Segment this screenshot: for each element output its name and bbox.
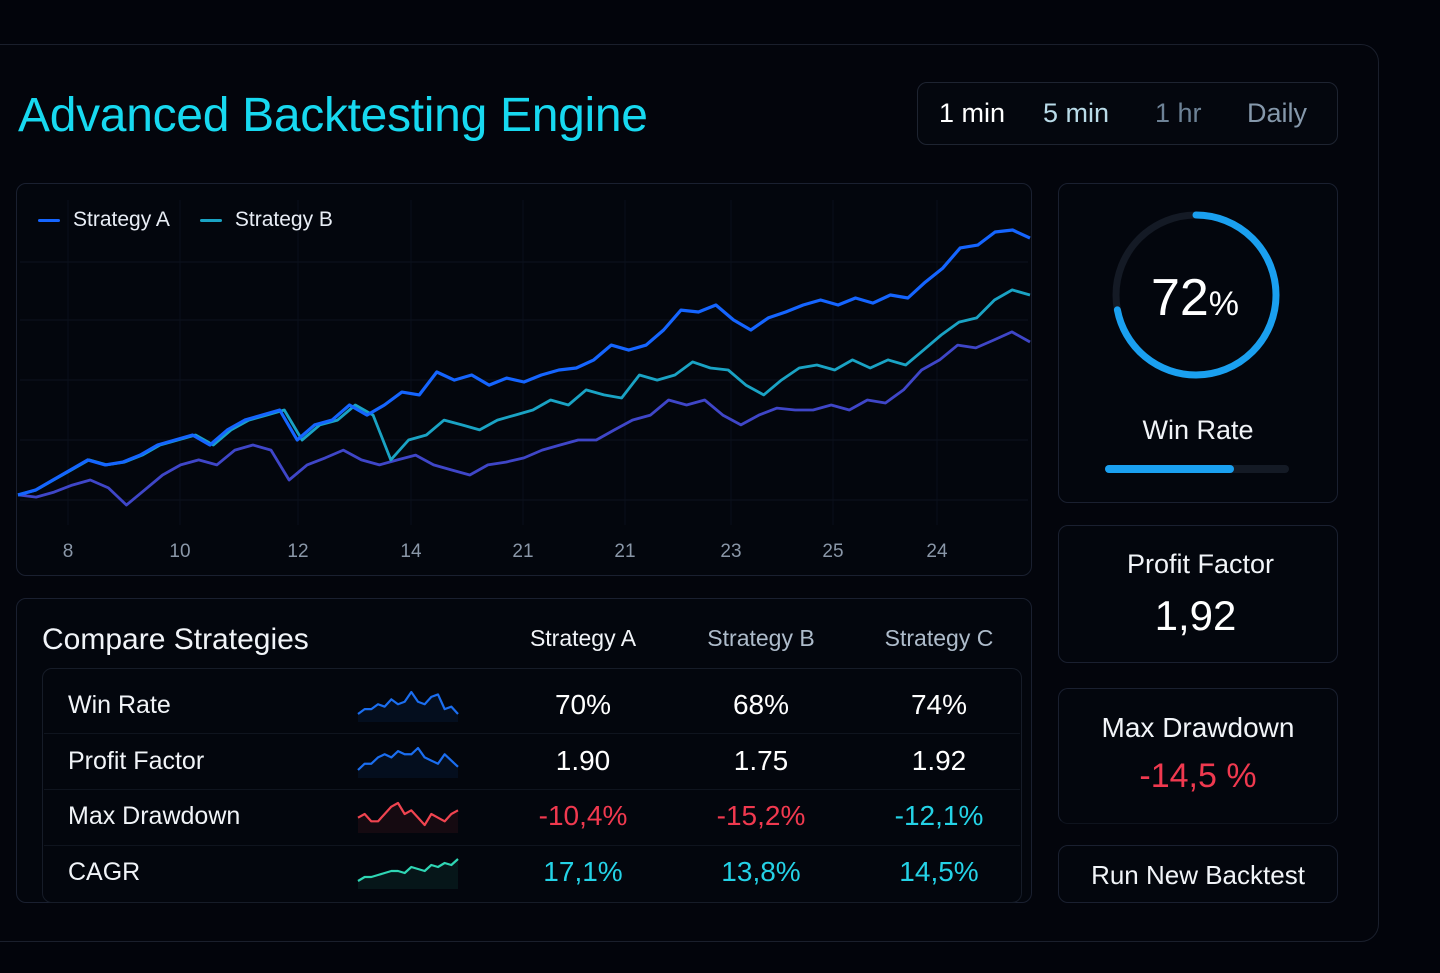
sparkline-area: [358, 692, 458, 722]
table-cell: 70%: [554, 689, 612, 720]
sparkline-line: [357, 801, 459, 827]
max-drawdown-card: [1058, 688, 1338, 824]
table-cell: -10,4%: [538, 800, 628, 831]
legend-item-strategy-a[interactable]: Strategy A: [38, 208, 170, 232]
sparkline: [357, 858, 459, 889]
table-cell: 1.90: [555, 745, 611, 776]
sparkline-line: [357, 858, 459, 882]
row-label: CAGR: [68, 858, 141, 886]
legend-label-strategy-b: Strategy B: [234, 208, 333, 231]
table-cell: -12,1%: [894, 800, 984, 831]
win-rate-value: 72%: [1105, 268, 1285, 328]
table-cell: 17,1%: [543, 856, 623, 887]
chart-legend: Strategy A Strategy B: [38, 208, 363, 232]
page-title: Advanced Backtesting Engine: [18, 89, 648, 142]
table-cell: 13,8%: [721, 856, 801, 887]
win-rate-progress-fill: [1105, 465, 1234, 473]
x-tick-label: 24: [926, 541, 948, 562]
legend-label-strategy-a: Strategy A: [73, 208, 170, 231]
x-tick-label: 14: [400, 541, 422, 562]
sparkline-line: [357, 746, 459, 771]
row-label: Profit Factor: [68, 747, 205, 775]
x-tick-label: 12: [287, 541, 309, 562]
run-new-backtest-button[interactable]: Run New Backtest: [1058, 845, 1338, 903]
column-header-strategy-c[interactable]: Strategy C: [884, 625, 994, 651]
x-tick-label: 21: [614, 541, 636, 562]
win-rate-suffix: %: [1208, 285, 1240, 323]
row-divider: [44, 789, 1020, 790]
timeframe-selector: 1 min 5 min 1 hr Daily: [917, 82, 1338, 145]
timeframe-daily[interactable]: Daily: [1247, 98, 1308, 128]
compare-strategies-card: [16, 598, 1032, 903]
win-rate-progress-track: [1105, 465, 1289, 473]
x-tick-label: 21: [512, 541, 534, 562]
equity-chart-card: [16, 183, 1032, 576]
column-header-strategy-a[interactable]: Strategy A: [529, 625, 637, 651]
win-rate-number: 72: [1150, 269, 1209, 327]
profit-factor-label: Profit Factor: [1126, 549, 1275, 579]
sparkline-line: [357, 690, 459, 715]
compare-table: [42, 668, 1022, 903]
table-cell: -15,2%: [716, 800, 806, 831]
timeframe-1hr[interactable]: 1 hr: [1155, 98, 1202, 128]
column-header-strategy-b[interactable]: Strategy B: [707, 625, 815, 651]
win-rate-card: [1058, 183, 1338, 503]
profit-factor-card: [1058, 525, 1338, 663]
max-drawdown-label: Max Drawdown: [1101, 712, 1295, 743]
sparkline: [357, 746, 459, 778]
timeframe-5min[interactable]: 5 min: [1043, 98, 1110, 128]
x-tick-label: 23: [720, 541, 742, 562]
x-tick-label: 25: [822, 541, 844, 562]
table-cell: 74%: [910, 689, 968, 720]
table-cell: 1.92: [911, 745, 967, 776]
compare-strategies-title: Compare Strategies: [42, 623, 309, 656]
row-divider: [44, 733, 1020, 734]
sparkline-area: [358, 803, 458, 833]
table-cell: 14,5%: [899, 856, 979, 887]
legend-swatch-strategy-b: [199, 218, 222, 222]
legend-item-strategy-b[interactable]: Strategy B: [199, 208, 333, 232]
max-drawdown-value: -14,5 %: [1139, 757, 1257, 795]
row-label: Max Drawdown: [68, 802, 241, 830]
x-tick-label: 8: [62, 541, 74, 562]
win-rate-label: Win Rate: [1142, 415, 1254, 445]
sparkline: [357, 801, 459, 833]
legend-swatch-strategy-a: [38, 218, 60, 222]
table-cell: 68%: [732, 689, 790, 720]
x-tick-label: 10: [169, 541, 191, 562]
row-label: Win Rate: [68, 691, 171, 719]
profit-factor-value: 1,92: [1154, 592, 1237, 639]
sparkline: [357, 690, 459, 722]
row-divider: [44, 845, 1020, 846]
table-cell: 1.75: [733, 745, 789, 776]
timeframe-1min[interactable]: 1 min: [939, 98, 1006, 128]
